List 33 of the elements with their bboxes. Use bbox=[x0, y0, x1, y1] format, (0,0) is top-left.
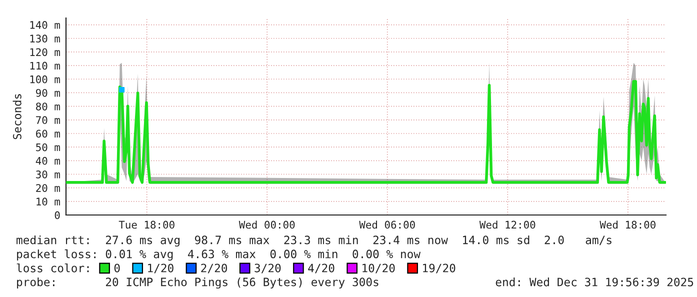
y-axis-title: Seconds bbox=[12, 94, 22, 140]
y-tick-label: 20 m bbox=[36, 184, 60, 192]
text: probe: 20 ICMP Echo Pings (56 Bytes) every 300s bbox=[17, 277, 378, 289]
y-tick-label: 110 m bbox=[30, 62, 60, 70]
y-tick-label: 60 m bbox=[36, 130, 60, 138]
legend-title: loss color: bbox=[16, 263, 89, 272]
y-tick-label: 40 m bbox=[36, 156, 60, 165]
x-tick-label: Tue 18:00 bbox=[118, 220, 174, 229]
legend-label: 0 bbox=[114, 264, 120, 272]
x-tick-label: Wed 06:00 bbox=[359, 220, 415, 229]
y-tick-label: 50 m bbox=[36, 143, 60, 152]
legend-label: 10/20 bbox=[362, 264, 395, 274]
y-tick-label: 10 m bbox=[36, 198, 60, 206]
y-tick-label: 140 m bbox=[30, 21, 60, 29]
text: median rtt: 27.6 ms avg 98.7 ms max 23.3 ms min 23.4 ms now 14.0 ms sd 2.0 am/s bbox=[16, 235, 612, 247]
y-tick-label: 100 m bbox=[30, 75, 60, 84]
y-tick-label: 90 m bbox=[36, 88, 60, 97]
x-tick-label: Wed 12:00 bbox=[479, 220, 536, 229]
x-tick-label: Wed 18:00 bbox=[600, 220, 656, 229]
y-tick-label: 0 bbox=[54, 211, 60, 220]
y-tick-label: 30 m bbox=[36, 170, 60, 178]
legend-label: 19/20 bbox=[423, 264, 456, 274]
legend-label: 2/20 bbox=[201, 264, 228, 274]
y-tick-label: 80 m bbox=[36, 102, 60, 110]
y-tick-label: 120 m bbox=[30, 48, 60, 56]
text: end: Wed Dec 31 19:56:39 2025 bbox=[496, 278, 694, 286]
text: packet loss: 0.01 % avg 4.63 % max 0.00 % min 0.00 % now bbox=[17, 249, 421, 261]
legend-label: 1/20 bbox=[148, 264, 174, 274]
legend-label: 3/20 bbox=[254, 264, 281, 274]
y-tick-label: 70 m bbox=[36, 116, 60, 124]
y-tick-label: 130 m bbox=[30, 34, 60, 43]
x-tick-label: Wed 00:00 bbox=[238, 220, 295, 229]
legend-label: 4/20 bbox=[308, 264, 334, 274]
